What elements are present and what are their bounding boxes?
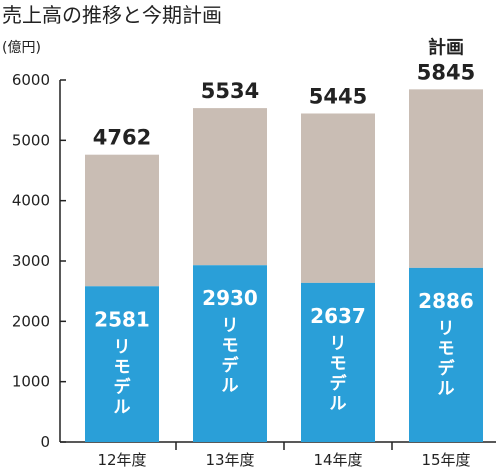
y-tick-label: 6000 — [12, 71, 50, 89]
y-tick-label: 0 — [40, 433, 50, 451]
total-value-label: 4762 — [93, 126, 151, 150]
series-name-char: リ — [222, 316, 239, 336]
bar-segment-remodel — [409, 267, 483, 442]
series-name-char: モ — [438, 339, 455, 359]
x-category-label: 13年度 — [205, 451, 254, 468]
series-name-char: モ — [114, 357, 131, 377]
bar-segment-other — [85, 154, 159, 287]
series-name-char: モ — [330, 354, 347, 374]
x-category-label: 12年度 — [97, 451, 146, 468]
y-axis-unit-label: (億円) — [2, 40, 41, 56]
x-category-label: 14年度 — [313, 451, 362, 468]
total-value-label: 5845 — [417, 60, 475, 84]
series-name-char: デ — [222, 355, 240, 376]
total-value-label: 5445 — [309, 84, 367, 108]
series-name-char: リ — [114, 337, 131, 357]
series-name-char: ル — [222, 376, 239, 396]
series-name-char: リ — [330, 334, 347, 354]
series-name-char: ル — [330, 394, 347, 414]
remodel-value-label: 2930 — [202, 286, 258, 310]
series-name-char: モ — [222, 336, 239, 356]
y-tick-label: 3000 — [12, 252, 50, 270]
plan-label: 計画 — [428, 36, 464, 58]
bar-segment-other — [193, 108, 267, 266]
remodel-value-label: 2581 — [94, 307, 150, 331]
bar-segment-other — [409, 89, 483, 268]
x-category-label: 15年度 — [421, 451, 470, 468]
remodel-value-label: 2637 — [310, 304, 366, 328]
bar-segment-remodel — [193, 265, 267, 442]
y-tick-label: 5000 — [12, 131, 50, 149]
bar-segment-remodel — [85, 286, 159, 442]
y-tick-label: 1000 — [12, 373, 50, 391]
plot-area: 01000200030004000500060002581リモデル476212年… — [12, 36, 496, 469]
series-name-char: リ — [438, 319, 455, 339]
series-name-char: デ — [114, 376, 132, 397]
bar-segment-remodel — [301, 282, 375, 442]
series-name-char: デ — [438, 358, 456, 379]
y-tick-label: 2000 — [12, 312, 50, 330]
remodel-value-label: 2886 — [418, 289, 474, 313]
series-name-char: ル — [438, 379, 455, 399]
chart-title: 売上高の推移と今期計画 — [2, 3, 222, 27]
bar-segment-other — [301, 113, 375, 283]
total-value-label: 5534 — [201, 79, 259, 103]
y-tick-label: 4000 — [12, 192, 50, 210]
series-name-char: デ — [330, 373, 348, 394]
series-name-char: ル — [114, 397, 131, 417]
